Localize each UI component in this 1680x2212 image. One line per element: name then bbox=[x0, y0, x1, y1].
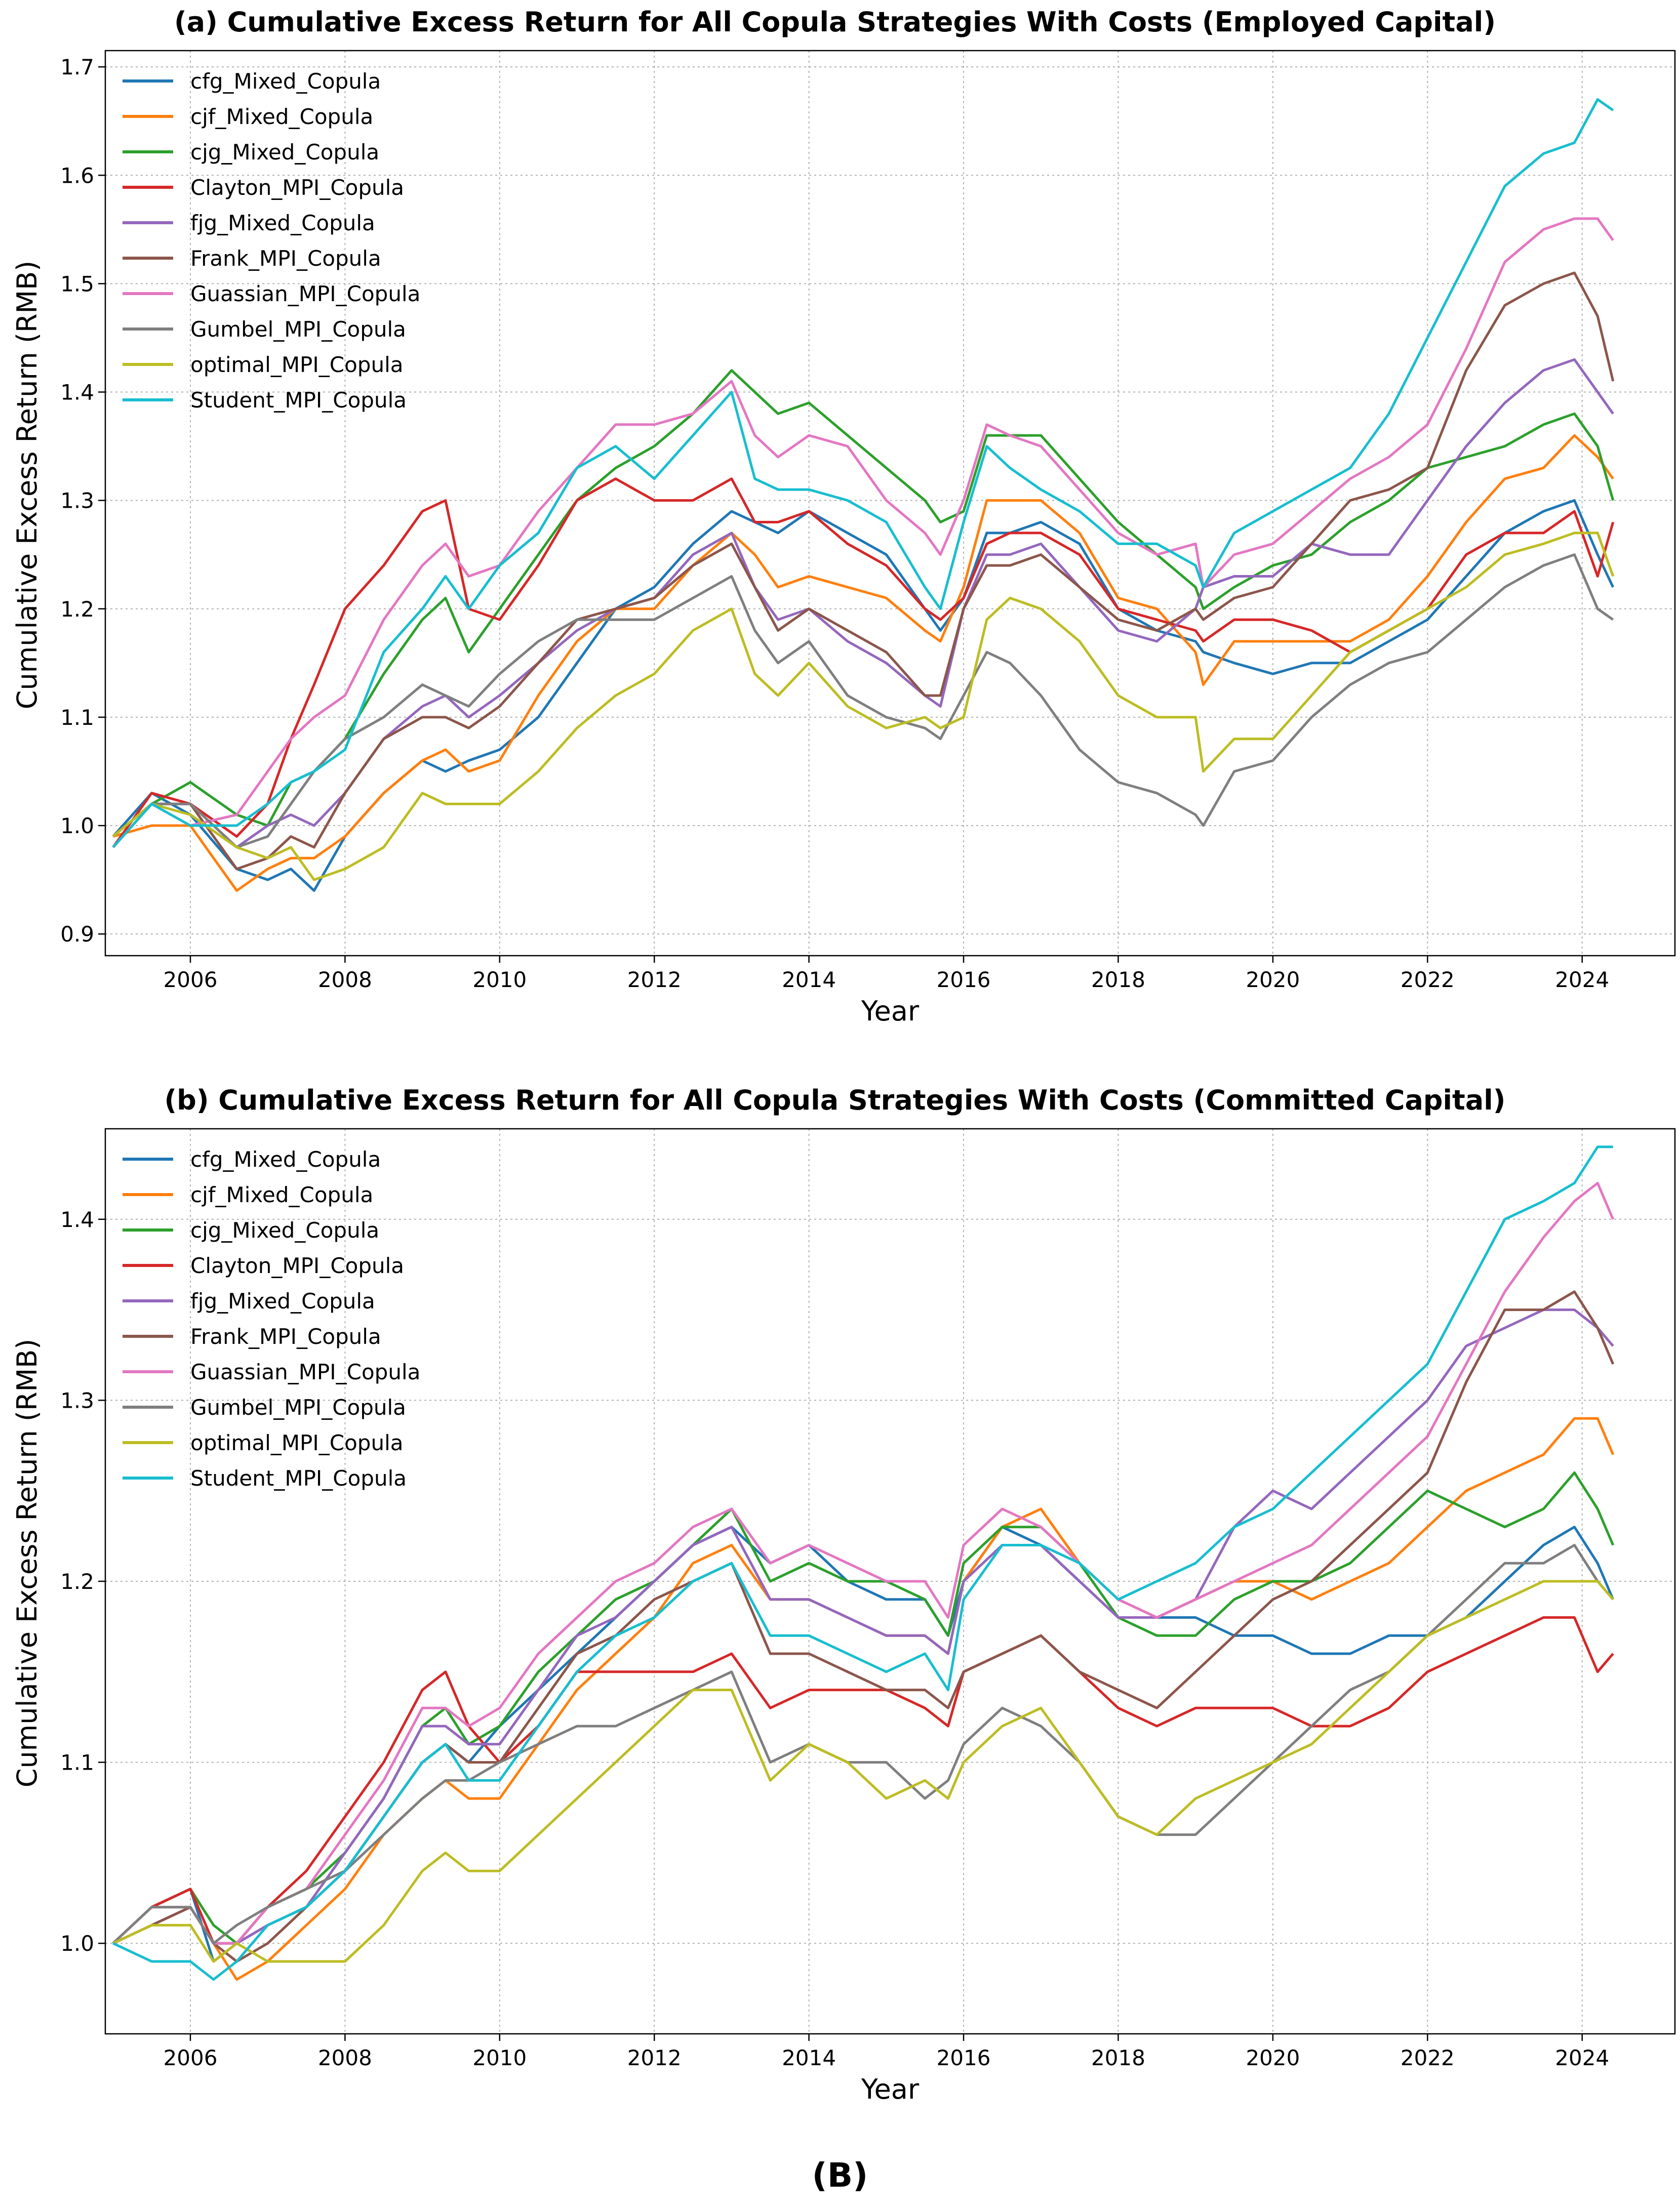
panel-b-legend-label: Student_MPI_Copula bbox=[190, 1466, 407, 1491]
panel-b-title: (b) Cumulative Excess Return for All Cop… bbox=[164, 1084, 1505, 1116]
panel-b-legend-label: cjf_Mixed_Copula bbox=[190, 1182, 373, 1207]
panel-a-series-cjg-mixed-copula bbox=[112, 369, 1615, 848]
panel-a-y-tick-label: 1.5 bbox=[60, 271, 94, 296]
panel-a-x-tick-label: 2016 bbox=[937, 967, 991, 992]
panel-a: (a) Cumulative Excess Return for All Cop… bbox=[11, 6, 1676, 1027]
panel-a-legend-label: Frank_MPI_Copula bbox=[190, 246, 381, 271]
panel-a-y-tick-label: 1.0 bbox=[60, 813, 94, 838]
panel-a-series-student-mpi-copula bbox=[112, 98, 1614, 848]
panel-a-y-tick-label: 1.1 bbox=[60, 705, 94, 730]
panel-a-y-tick-label: 1.7 bbox=[60, 55, 94, 79]
panel-a-plot-frame bbox=[104, 50, 1676, 957]
panel-a-x-tick-label: 2020 bbox=[1246, 967, 1300, 992]
panel-b-y-tick-label: 1.4 bbox=[60, 1207, 94, 1232]
panel-a-series-cjf-mixed-copula bbox=[112, 434, 1614, 892]
panel-b-legend-label: optimal_MPI_Copula bbox=[190, 1430, 403, 1455]
panel-b-x-tick-label: 2010 bbox=[472, 2045, 527, 2070]
panel-a-legend: cfg_Mixed_Copula cjf_Mixed_Copula cjg_Mixe… bbox=[123, 69, 420, 413]
panel-b-legend-label: Gumbel_MPI_Copula bbox=[190, 1395, 406, 1420]
panel-b-series-group bbox=[112, 1145, 1615, 1981]
panel-a-legend-label: Clayton_MPI_Copula bbox=[190, 175, 404, 200]
panel-a-y-tick-label: 0.9 bbox=[60, 922, 94, 947]
panel-b-legend-label: cfg_Mixed_Copula bbox=[190, 1147, 381, 1172]
panel-a-y-tick-label: 1.4 bbox=[60, 380, 94, 405]
panel-a-legend-label: Student_MPI_Copula bbox=[190, 388, 407, 413]
panel-b-y-tick-label: 1.0 bbox=[60, 1931, 94, 1956]
panel-a-x-tick-label: 2008 bbox=[318, 967, 372, 992]
panel-b-series-fjg-mixed-copula bbox=[112, 1308, 1614, 1945]
panel-a-legend-label: Guassian_MPI_Copula bbox=[190, 281, 420, 306]
panel-b-series-gumbel-mpi-copula bbox=[112, 1544, 1614, 1945]
panel-b-legend-label: Guassian_MPI_Copula bbox=[190, 1360, 420, 1384]
panel-b-legend: cfg_Mixed_Copula cjf_Mixed_Copula cjg_Mixe… bbox=[123, 1147, 420, 1491]
panel-b-y-tick-label: 1.2 bbox=[60, 1569, 94, 1594]
panel-a-legend-label: cfg_Mixed_Copula bbox=[190, 69, 381, 94]
panel-b-y-tick-label: 1.3 bbox=[60, 1388, 94, 1413]
panel-a-y-tick-label: 1.6 bbox=[60, 163, 94, 188]
panel-b-x-tick-label: 2006 bbox=[164, 2045, 218, 2070]
panel-a-legend-label: Gumbel_MPI_Copula bbox=[190, 317, 406, 342]
panel-a-y-tick-label: 1.2 bbox=[60, 597, 94, 622]
panel-b-ylabel: Cumulative Excess Return (RMB) bbox=[11, 1339, 43, 1788]
panel-b-x-tick-label: 2012 bbox=[627, 2045, 682, 2070]
panel-b-series-clayton-mpi-copula bbox=[112, 1616, 1614, 1945]
panel-b-x-tick-label: 2022 bbox=[1401, 2045, 1455, 2070]
panel-a-ylabel: Cumulative Excess Return (RMB) bbox=[11, 261, 43, 710]
panel-b-series-optimal-mpi-copula bbox=[112, 1580, 1614, 1963]
panel-b-legend-label: Frank_MPI_Copula bbox=[190, 1324, 381, 1349]
panel-a-series-frank-mpi-copula bbox=[112, 271, 1615, 871]
panel-b-x-tick-label: 2018 bbox=[1091, 2045, 1145, 2070]
panel-b-series-guassian-mpi-copula bbox=[112, 1181, 1615, 1945]
panel-a-x-tick-label: 2010 bbox=[472, 967, 527, 992]
panel-a-legend-label: cjf_Mixed_Copula bbox=[190, 104, 373, 129]
panel-b-x-tick-label: 2008 bbox=[318, 2045, 372, 2070]
panel-b-legend-label: cjg_Mixed_Copula bbox=[190, 1218, 379, 1243]
panel-b-x-tick-label: 2014 bbox=[782, 2045, 836, 2070]
panel-a-legend-label: cjg_Mixed_Copula bbox=[190, 140, 379, 165]
panel-a-x-tick-label: 2022 bbox=[1401, 967, 1455, 992]
panel-a-title: (a) Cumulative Excess Return for All Cop… bbox=[174, 6, 1496, 38]
panel-a-x-tick-label: 2018 bbox=[1091, 967, 1145, 992]
panel-a-y-tick-label: 1.3 bbox=[60, 488, 94, 513]
panel-a-legend-label: fjg_Mixed_Copula bbox=[190, 211, 375, 235]
panel-b-x-tick-label: 2024 bbox=[1555, 2045, 1609, 2070]
panel-a-x-tick-label: 2012 bbox=[627, 967, 682, 992]
panel-a-x-tick-label: 2006 bbox=[164, 967, 218, 992]
panel-b-legend-label: Clayton_MPI_Copula bbox=[190, 1253, 404, 1278]
panel-b-legend-label: fjg_Mixed_Copula bbox=[190, 1289, 375, 1314]
panel-b-series-student-mpi-copula bbox=[112, 1145, 1613, 1981]
panel-a-series-guassian-mpi-copula bbox=[112, 217, 1614, 848]
panel-a-x-tick-label: 2014 bbox=[782, 967, 836, 992]
panel-b: (b) Cumulative Excess Return for All Cop… bbox=[11, 1084, 1676, 2105]
panel-a-series-group bbox=[112, 98, 1615, 892]
figure-caption: (B) bbox=[812, 2156, 868, 2195]
panel-a-series-optimal-mpi-copula bbox=[112, 531, 1615, 881]
panel-a-x-tick-label: 2024 bbox=[1555, 967, 1609, 992]
panel-a-xlabel: Year bbox=[861, 995, 919, 1027]
panel-a-series-gumbel-mpi-copula bbox=[112, 553, 1614, 849]
panel-a-legend-label: optimal_MPI_Copula bbox=[190, 352, 403, 377]
panel-b-xlabel: Year bbox=[861, 2073, 919, 2105]
panel-b-y-tick-label: 1.1 bbox=[60, 1750, 94, 1775]
panel-b-x-tick-label: 2016 bbox=[937, 2045, 991, 2070]
panel-b-x-tick-label: 2020 bbox=[1246, 2045, 1300, 2070]
